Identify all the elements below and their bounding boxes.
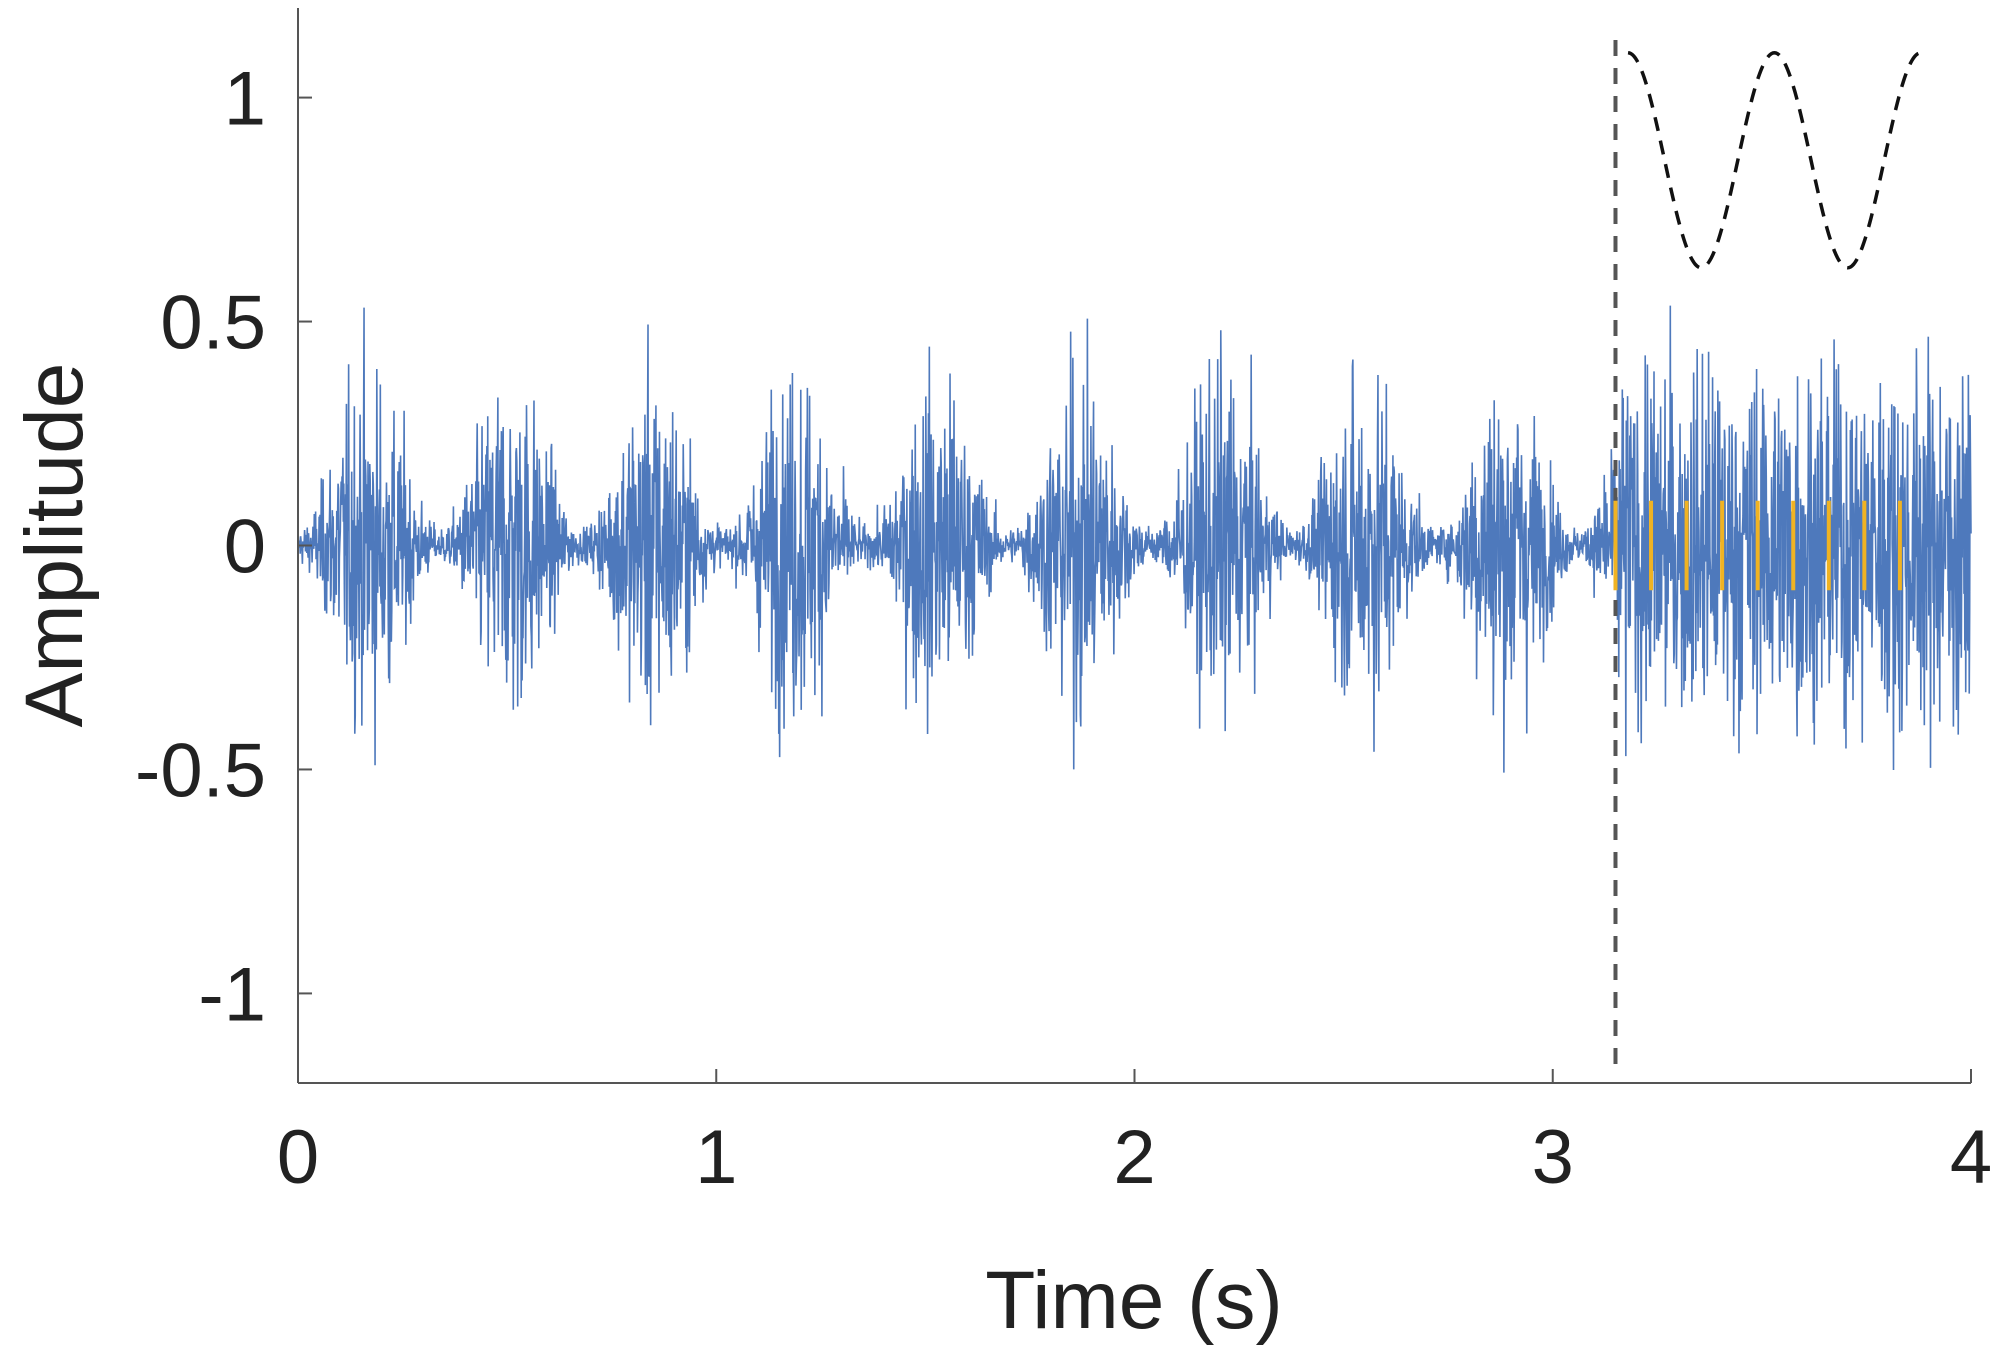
y-tick-label: -0.5 (135, 728, 266, 813)
x-axis-title: Time (s) (985, 1255, 1283, 1346)
y-tick-label: 0 (224, 505, 266, 590)
x-tick-label: 4 (1950, 1115, 1992, 1200)
y-axis-title: Amplitude (9, 363, 100, 728)
signal-layer (297, 305, 1972, 773)
x-tick-label: 0 (277, 1115, 319, 1200)
x-tick-label: 1 (695, 1115, 737, 1200)
ticks: 0 1 2 3 4 1 0.5 0 -0.5 -1 (135, 57, 1992, 1200)
y-tick-label: 0.5 (160, 281, 266, 366)
x-tick-label: 3 (1532, 1115, 1574, 1200)
y-tick-label: 1 (224, 57, 266, 142)
x-tick-label: 2 (1113, 1115, 1155, 1200)
annotation-layer (1613, 40, 1922, 1065)
envelope-sketch (1627, 51, 1922, 270)
y-tick-label: -1 (198, 952, 266, 1037)
signal-trace (297, 305, 1972, 773)
